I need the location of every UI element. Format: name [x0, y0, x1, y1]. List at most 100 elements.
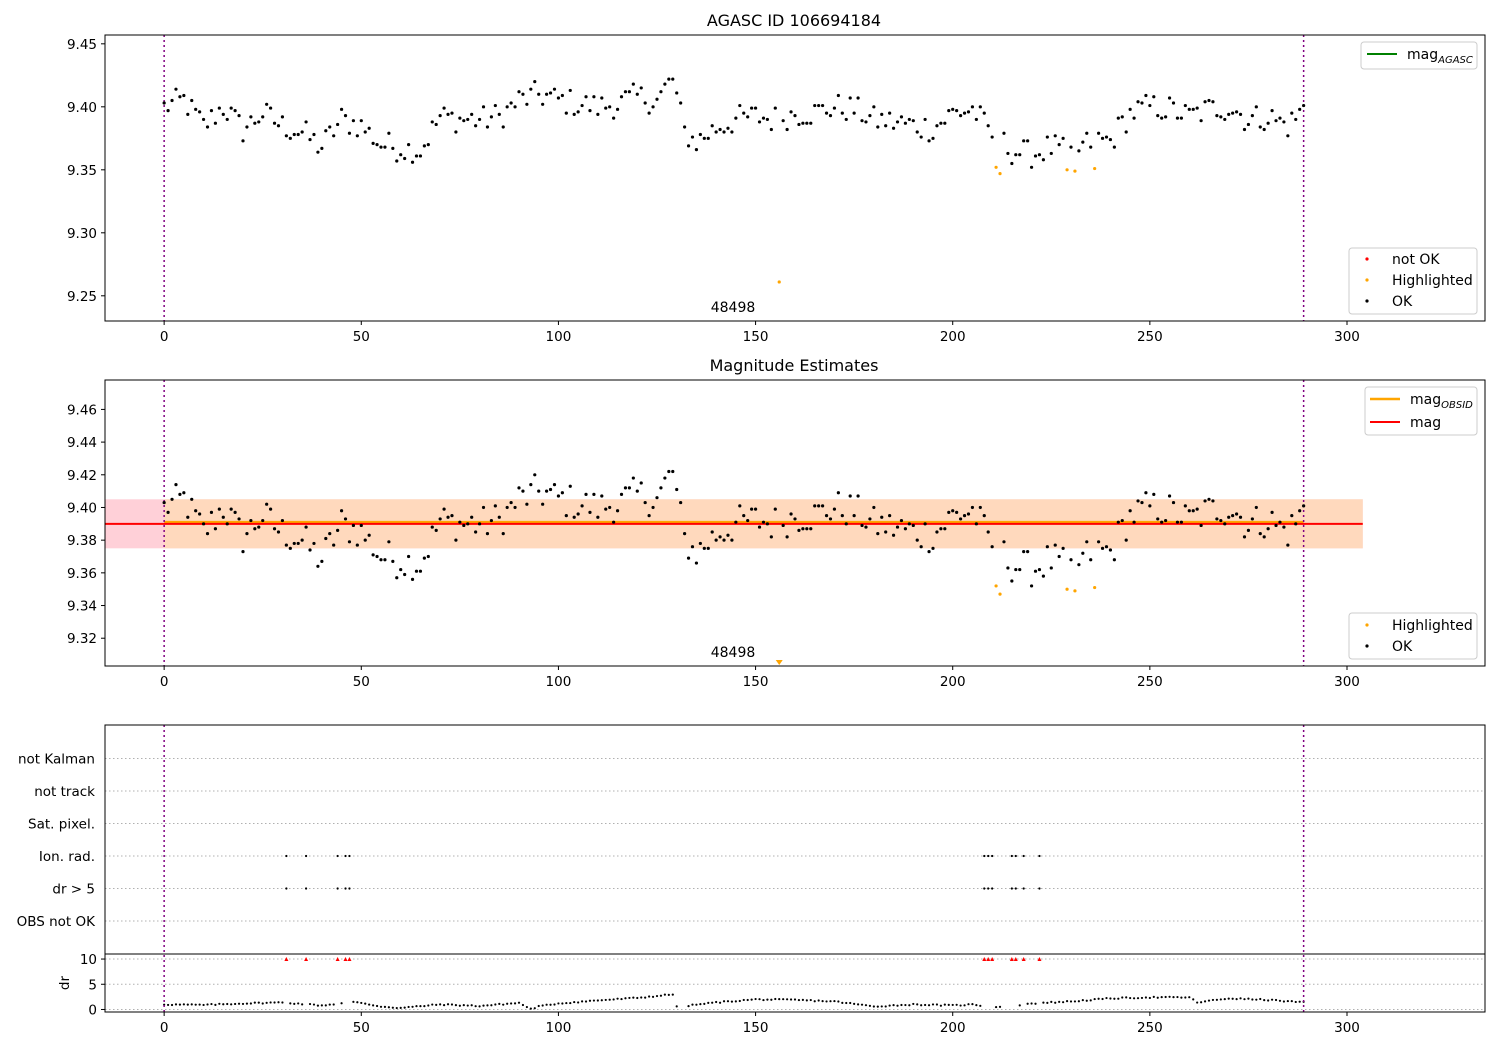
ok-point — [1006, 151, 1010, 156]
dr-point — [691, 1003, 694, 1006]
dr-point — [549, 1003, 552, 1006]
ok-point — [1219, 115, 1223, 119]
dr-subpanel-y-tick-label: 5 — [88, 977, 97, 993]
ok-point — [722, 538, 726, 542]
ok-point — [1278, 116, 1282, 120]
ok-point — [679, 101, 683, 105]
ok-point — [237, 114, 241, 118]
flag-row-label: Ion. rad. — [39, 849, 95, 865]
ok-point — [280, 518, 285, 523]
ok-point — [1191, 509, 1195, 513]
dr-point — [1042, 1001, 1045, 1004]
dr-point — [1160, 996, 1163, 999]
ok-point — [702, 136, 706, 140]
ok-point — [647, 514, 651, 518]
ok-point — [560, 93, 564, 98]
ok-point — [1045, 135, 1049, 139]
dr-point — [912, 1002, 915, 1006]
dr-point — [951, 1003, 954, 1007]
ok-point — [848, 494, 852, 498]
ok-point — [1164, 518, 1168, 523]
dr-point — [766, 998, 769, 1001]
ok-point — [225, 117, 229, 122]
ok-point — [237, 517, 241, 521]
ok-point — [1262, 535, 1266, 539]
dr-point — [375, 1004, 379, 1008]
ok-point — [667, 469, 671, 474]
ok-point — [1014, 567, 1018, 572]
ok-point — [978, 105, 982, 109]
dr-point — [1282, 1000, 1286, 1003]
ok-point — [769, 535, 773, 539]
ok-point — [1179, 520, 1183, 524]
ok-point — [1298, 509, 1302, 513]
ok-point — [1108, 137, 1113, 142]
dr-point — [301, 1003, 304, 1006]
ok-point — [166, 510, 170, 514]
panel-agasc-y-tick-label: 9.40 — [67, 100, 97, 116]
ok-point — [907, 522, 911, 526]
ok-point — [517, 486, 521, 490]
ok-point — [1132, 520, 1136, 524]
dr-point — [655, 994, 659, 998]
ok-point — [1128, 509, 1132, 513]
legend-box — [1348, 247, 1478, 315]
highlighted-point — [1065, 587, 1069, 591]
dr-point — [561, 1002, 564, 1005]
panel-flags-x-tick-label: 200 — [940, 1020, 966, 1036]
ok-point — [726, 126, 730, 130]
dr-point — [837, 1000, 840, 1003]
dr-point — [632, 996, 635, 999]
ok-point — [1061, 546, 1065, 550]
dr-point — [1073, 1000, 1077, 1003]
ok-point — [600, 96, 604, 100]
ok-point — [706, 546, 710, 550]
ok-point — [627, 486, 632, 490]
ok-point — [659, 486, 663, 490]
ok-point — [501, 125, 505, 129]
ok-point — [493, 504, 497, 508]
dr-point — [249, 1002, 252, 1005]
ok-point — [718, 127, 722, 132]
panel-magnitude-y-tick-label: 9.38 — [67, 533, 97, 549]
dr-point — [849, 1001, 852, 1005]
ok-point — [474, 530, 478, 534]
ok-point — [793, 114, 797, 118]
ok-point — [927, 139, 931, 143]
ok-point — [1029, 165, 1034, 169]
ok-point — [296, 541, 300, 546]
ok-point — [379, 558, 383, 562]
ok-point — [1164, 115, 1168, 119]
ok-point — [217, 106, 221, 110]
ok-point — [982, 111, 986, 115]
dr-point — [1046, 1001, 1049, 1004]
dr-point — [924, 1003, 927, 1007]
panel-agasc-y-tick-label: 9.30 — [67, 226, 97, 242]
ok-point — [860, 119, 864, 123]
ok-point — [537, 489, 541, 493]
ok-point — [1294, 522, 1298, 526]
dr-point — [935, 1003, 939, 1006]
dr-point — [517, 1001, 521, 1004]
ok-point — [631, 476, 635, 480]
legend-marker-highlighted — [1365, 623, 1369, 627]
dr-point — [994, 1005, 998, 1009]
panel-flags-x-tick-label: 50 — [353, 1020, 370, 1036]
ok-point — [328, 532, 332, 536]
ok-point — [911, 523, 915, 528]
panel-flags-x-tick-label: 150 — [743, 1020, 769, 1036]
ok-point — [1116, 520, 1120, 524]
dr-point — [1129, 996, 1132, 1000]
dr-point — [1018, 1004, 1021, 1007]
ok-point — [1231, 514, 1235, 518]
ok-point — [347, 131, 352, 135]
ok-point — [1152, 95, 1156, 99]
clipped-highlighted-marker — [775, 660, 783, 665]
ok-point — [1195, 507, 1199, 511]
ok-point — [1085, 131, 1089, 135]
ok-point — [592, 492, 596, 496]
ok-point — [521, 489, 525, 493]
ok-point — [391, 559, 395, 564]
ok-point — [1120, 518, 1124, 523]
